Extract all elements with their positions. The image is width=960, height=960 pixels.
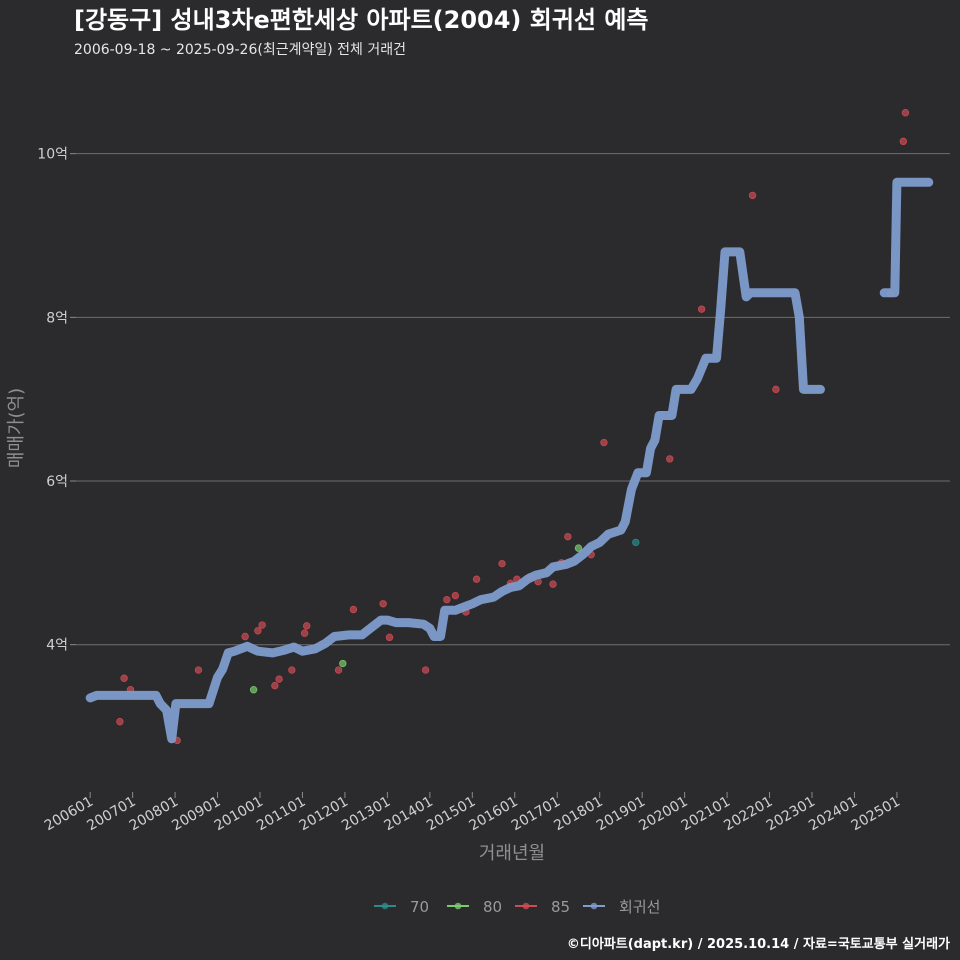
- data-point-70: [632, 538, 640, 547]
- data-point-85: [772, 385, 780, 394]
- y-tick-label: 10억: [37, 147, 68, 163]
- data-point-85: [451, 591, 460, 600]
- y-tick-label: 6억: [46, 474, 68, 490]
- data-point-85: [421, 666, 430, 674]
- legend-label: 85: [551, 898, 570, 916]
- y-axis-ticks: 4억 6억 8억 10억: [37, 147, 76, 654]
- x-tick-label: 202501: [849, 794, 903, 835]
- data-point-85: [258, 621, 266, 629]
- data-point-85: [748, 191, 757, 200]
- legend-item-80: 80: [447, 898, 502, 916]
- data-point-85: [600, 438, 608, 447]
- regression-line: [85, 177, 934, 744]
- x-axis-title: 거래년월: [479, 843, 545, 864]
- legend-marker: [522, 902, 530, 910]
- data-point-80: [574, 544, 583, 552]
- legend-marker: [454, 902, 462, 910]
- data-point-85: [303, 622, 311, 630]
- chart-title: [강동구] 성내3차e편한세상 아파트(2004) 회귀선 예측: [74, 6, 649, 34]
- y-tick-label: 8억: [46, 310, 68, 326]
- source-caption: ©디아파트(dapt.kr) / 2025.10.14 / 자료=국토교통부 실…: [567, 936, 950, 952]
- data-point-85: [899, 137, 907, 146]
- data-point-80: [249, 686, 258, 694]
- data-point-85: [120, 674, 128, 682]
- data-point-85: [254, 627, 262, 635]
- data-point-85: [349, 605, 358, 614]
- data-point-85: [271, 681, 279, 690]
- gridlines: [76, 153, 950, 646]
- scatter-points: [116, 109, 910, 745]
- legend-item-regression: 회귀선: [583, 898, 660, 916]
- legend-label: 80: [483, 898, 502, 916]
- data-point-85: [498, 559, 506, 568]
- legend: 70 80 85 회귀선: [374, 898, 660, 916]
- data-point-85: [901, 109, 910, 117]
- data-point-85: [194, 666, 203, 674]
- data-point-85: [385, 633, 394, 642]
- data-point-85: [275, 675, 283, 683]
- data-point-85: [334, 666, 343, 674]
- x-axis-ticks: 2006012007012008012009012010012011012012…: [42, 792, 903, 834]
- data-point-85: [549, 580, 557, 588]
- data-point-85: [379, 600, 387, 608]
- regression-segment: [85, 247, 825, 744]
- data-point-85: [472, 575, 481, 583]
- data-point-85: [697, 305, 706, 313]
- regression-segment: [879, 177, 934, 298]
- legend-marker: [590, 902, 598, 910]
- data-point-85: [443, 595, 451, 604]
- y-axis-title: 매매가(억): [6, 388, 27, 468]
- data-point-85: [116, 717, 124, 726]
- data-point-80: [339, 659, 347, 668]
- data-point-85: [666, 455, 674, 463]
- legend-item-70: 70: [374, 898, 429, 916]
- data-point-85: [300, 629, 309, 637]
- data-point-85: [241, 632, 249, 641]
- legend-label: 70: [410, 898, 429, 916]
- data-point-85: [288, 666, 296, 674]
- data-point-85: [564, 532, 572, 541]
- chart-subtitle: 2006-09-18 ~ 2025-09-26(최근계약일) 전체 거래건: [74, 42, 406, 58]
- y-tick-label: 4억: [46, 638, 68, 654]
- legend-item-85: 85: [515, 898, 570, 916]
- legend-label: 회귀선: [619, 898, 660, 916]
- legend-marker: [381, 902, 389, 910]
